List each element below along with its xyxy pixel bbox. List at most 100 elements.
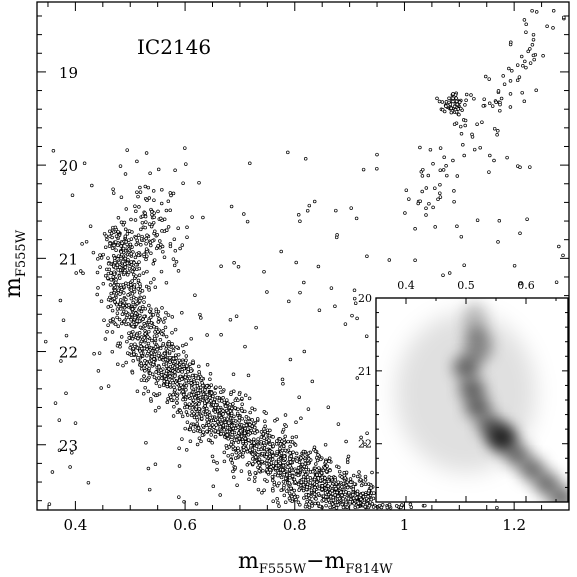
scatter-point [138, 298, 142, 303]
scatter-point [495, 505, 499, 510]
scatter-point [111, 317, 115, 321]
scatter-point [309, 488, 314, 493]
scatter-point [106, 384, 111, 388]
scatter-point [371, 505, 376, 509]
scatter-point [260, 459, 264, 464]
scatter-point [121, 363, 125, 368]
scatter-point [442, 109, 447, 114]
scatter-point [157, 316, 161, 321]
scatter-point [215, 467, 219, 472]
scatter-point [106, 305, 110, 309]
scatter-point [351, 496, 356, 501]
scatter-point [301, 449, 306, 454]
scatter-point [149, 325, 153, 330]
scatter-point [172, 263, 177, 268]
scatter-point [265, 452, 269, 456]
scatter-point [292, 488, 297, 493]
scatter-point [119, 256, 123, 261]
scatter-point [541, 54, 545, 58]
scatter-point [296, 213, 301, 217]
scatter-point [463, 103, 467, 107]
scatter-point [118, 298, 123, 302]
scatter-point [195, 384, 200, 388]
scatter-point [335, 490, 339, 495]
inset-x-tick-label: 0.4 [397, 279, 415, 292]
scatter-point [184, 378, 188, 383]
scatter-point [449, 106, 453, 111]
scatter-point [277, 504, 281, 508]
scatter-point [137, 266, 142, 271]
scatter-point [161, 342, 166, 346]
scatter-point [256, 461, 261, 465]
scatter-point [444, 100, 449, 104]
scatter-point [143, 214, 148, 219]
scatter-point [121, 259, 125, 264]
scatter-point [115, 315, 119, 320]
scatter-point [253, 407, 257, 412]
scatter-point [164, 364, 169, 368]
scatter-point [153, 409, 158, 413]
scatter-point [363, 478, 368, 482]
scatter-point [173, 360, 177, 364]
scatter-point [349, 480, 353, 485]
scatter-point [276, 471, 281, 475]
scatter-point [130, 307, 135, 311]
scatter-point [447, 96, 451, 101]
scatter-point [175, 396, 179, 401]
scatter-point [142, 300, 146, 304]
scatter-point [139, 309, 144, 314]
scatter-point [190, 373, 195, 378]
scatter-point [143, 369, 147, 373]
scatter-point [191, 360, 195, 365]
scatter-point [80, 242, 84, 246]
scatter-point [344, 502, 348, 507]
scatter-point [253, 425, 257, 430]
scatter-point [217, 398, 221, 403]
scatter-point [169, 398, 174, 402]
scatter-point [171, 356, 176, 361]
scatter-point [130, 312, 134, 317]
scatter-point [106, 323, 110, 327]
scatter-point [277, 481, 281, 485]
scatter-point [194, 501, 199, 506]
scatter-point [305, 208, 310, 213]
scatter-point [345, 457, 350, 462]
scatter-point [287, 299, 291, 304]
scatter-point [146, 389, 151, 394]
scatter-point [156, 353, 161, 358]
scatter-point [163, 316, 167, 321]
scatter-point [95, 292, 99, 297]
scatter-point [288, 444, 292, 449]
scatter-point [299, 480, 304, 484]
scatter-point [487, 170, 491, 174]
scatter-point [367, 489, 371, 493]
scatter-point [160, 187, 164, 192]
scatter-point [152, 375, 157, 380]
scatter-point [264, 447, 269, 452]
scatter-point [135, 333, 139, 338]
scatter-point [433, 225, 437, 229]
scatter-point [280, 377, 285, 382]
scatter-point [136, 233, 141, 237]
scatter-point [482, 97, 486, 101]
scatter-point [121, 246, 126, 251]
scatter-point [184, 354, 189, 358]
scatter-point [357, 470, 361, 474]
scatter-point [165, 400, 170, 405]
scatter-point [226, 437, 231, 441]
scatter-point [205, 414, 209, 419]
scatter-point [278, 446, 282, 451]
scatter-point [331, 498, 336, 503]
scatter-point [270, 478, 275, 483]
scatter-point [214, 423, 218, 427]
scatter-point [74, 271, 78, 275]
scatter-point [183, 401, 188, 406]
scatter-point [274, 442, 279, 446]
scatter-point [363, 442, 367, 447]
scatter-point [296, 482, 301, 487]
inset-density-map: 0.4 0.5 0.6 20 21 22 [358, 279, 569, 503]
scatter-point [463, 123, 467, 128]
scatter-point [288, 451, 292, 455]
scatter-point [324, 499, 328, 504]
scatter-point [215, 461, 219, 465]
